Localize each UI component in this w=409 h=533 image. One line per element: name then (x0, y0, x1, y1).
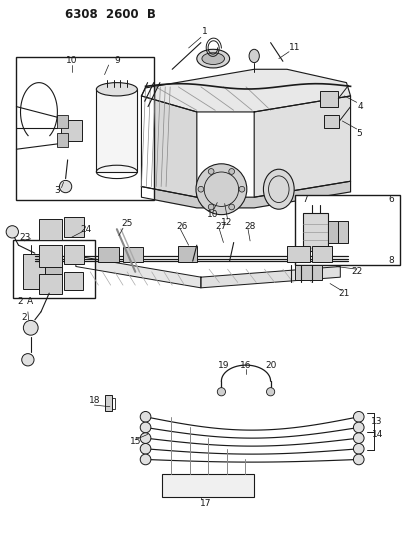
Text: 24: 24 (80, 225, 92, 233)
Bar (112, 398, 115, 409)
Polygon shape (200, 266, 339, 288)
Bar (39, 219, 61, 240)
Ellipse shape (196, 49, 229, 68)
Text: 14: 14 (371, 430, 382, 439)
Bar (311, 246, 331, 262)
Text: 22: 22 (350, 268, 362, 276)
Ellipse shape (249, 49, 259, 62)
Text: 6308  2600  B: 6308 2600 B (65, 9, 155, 21)
Circle shape (140, 443, 151, 454)
Bar (323, 115, 339, 128)
Bar (98, 247, 119, 262)
Polygon shape (254, 96, 350, 197)
Bar (63, 272, 83, 290)
Text: 26: 26 (176, 222, 188, 231)
Bar (22, 254, 45, 289)
Text: 8: 8 (388, 256, 393, 264)
Ellipse shape (201, 53, 224, 64)
Text: 1: 1 (202, 28, 207, 36)
Circle shape (140, 422, 151, 433)
Text: 9: 9 (114, 56, 119, 65)
Text: 16: 16 (240, 361, 251, 369)
Bar (162, 474, 254, 497)
Bar (45, 254, 61, 289)
Bar (327, 221, 337, 243)
Text: 18: 18 (88, 397, 100, 405)
Text: 15: 15 (130, 437, 142, 446)
Polygon shape (141, 69, 350, 112)
Circle shape (59, 180, 72, 193)
Circle shape (238, 187, 244, 192)
Circle shape (23, 320, 38, 335)
Text: 17: 17 (200, 499, 211, 508)
Bar (57, 115, 67, 128)
Bar (123, 247, 143, 262)
Text: 28: 28 (244, 222, 255, 231)
Bar (16, 57, 153, 200)
Circle shape (208, 204, 213, 210)
Polygon shape (141, 181, 350, 208)
Text: 19: 19 (217, 361, 229, 369)
Circle shape (208, 168, 213, 174)
Bar (63, 245, 84, 264)
Bar (63, 217, 84, 237)
Circle shape (353, 433, 363, 443)
Polygon shape (141, 96, 196, 197)
Text: 4: 4 (357, 102, 363, 111)
Text: A: A (27, 297, 33, 306)
Ellipse shape (96, 83, 137, 96)
Circle shape (140, 454, 151, 465)
Circle shape (196, 164, 246, 215)
Circle shape (228, 204, 234, 210)
Circle shape (353, 443, 363, 454)
Bar (57, 133, 67, 147)
Bar (39, 274, 61, 294)
Circle shape (140, 433, 151, 443)
Circle shape (217, 387, 225, 396)
Ellipse shape (263, 169, 294, 209)
Bar (178, 246, 196, 262)
Bar (13, 240, 95, 298)
Bar (39, 245, 61, 266)
Text: 13: 13 (371, 417, 382, 425)
Bar (303, 213, 327, 251)
Text: 3: 3 (54, 187, 60, 195)
Text: 10: 10 (66, 56, 77, 65)
Text: 7: 7 (302, 196, 308, 204)
Text: 23: 23 (19, 233, 30, 241)
Circle shape (6, 225, 18, 238)
Circle shape (353, 422, 363, 433)
Circle shape (198, 187, 203, 192)
Circle shape (353, 411, 363, 422)
Text: 20: 20 (264, 361, 276, 369)
Bar (294, 195, 399, 265)
Text: 10: 10 (207, 210, 218, 219)
Text: 6: 6 (388, 196, 393, 204)
Text: 5: 5 (355, 129, 361, 138)
Text: 2: 2 (17, 297, 23, 306)
Circle shape (266, 387, 274, 396)
Bar (96, 90, 137, 172)
Text: 2: 2 (22, 313, 27, 321)
Circle shape (228, 168, 234, 174)
Bar (104, 395, 112, 411)
Circle shape (353, 454, 363, 465)
Bar (286, 246, 309, 262)
Text: 11: 11 (289, 44, 300, 52)
Text: 12: 12 (220, 218, 231, 227)
Bar (319, 91, 337, 107)
Bar (294, 265, 321, 280)
Circle shape (22, 353, 34, 366)
Text: 25: 25 (121, 220, 133, 228)
Bar (337, 221, 348, 243)
Text: 21: 21 (338, 289, 349, 297)
Text: 27: 27 (215, 222, 227, 231)
Bar (61, 120, 82, 141)
Circle shape (140, 411, 151, 422)
Polygon shape (76, 256, 200, 288)
